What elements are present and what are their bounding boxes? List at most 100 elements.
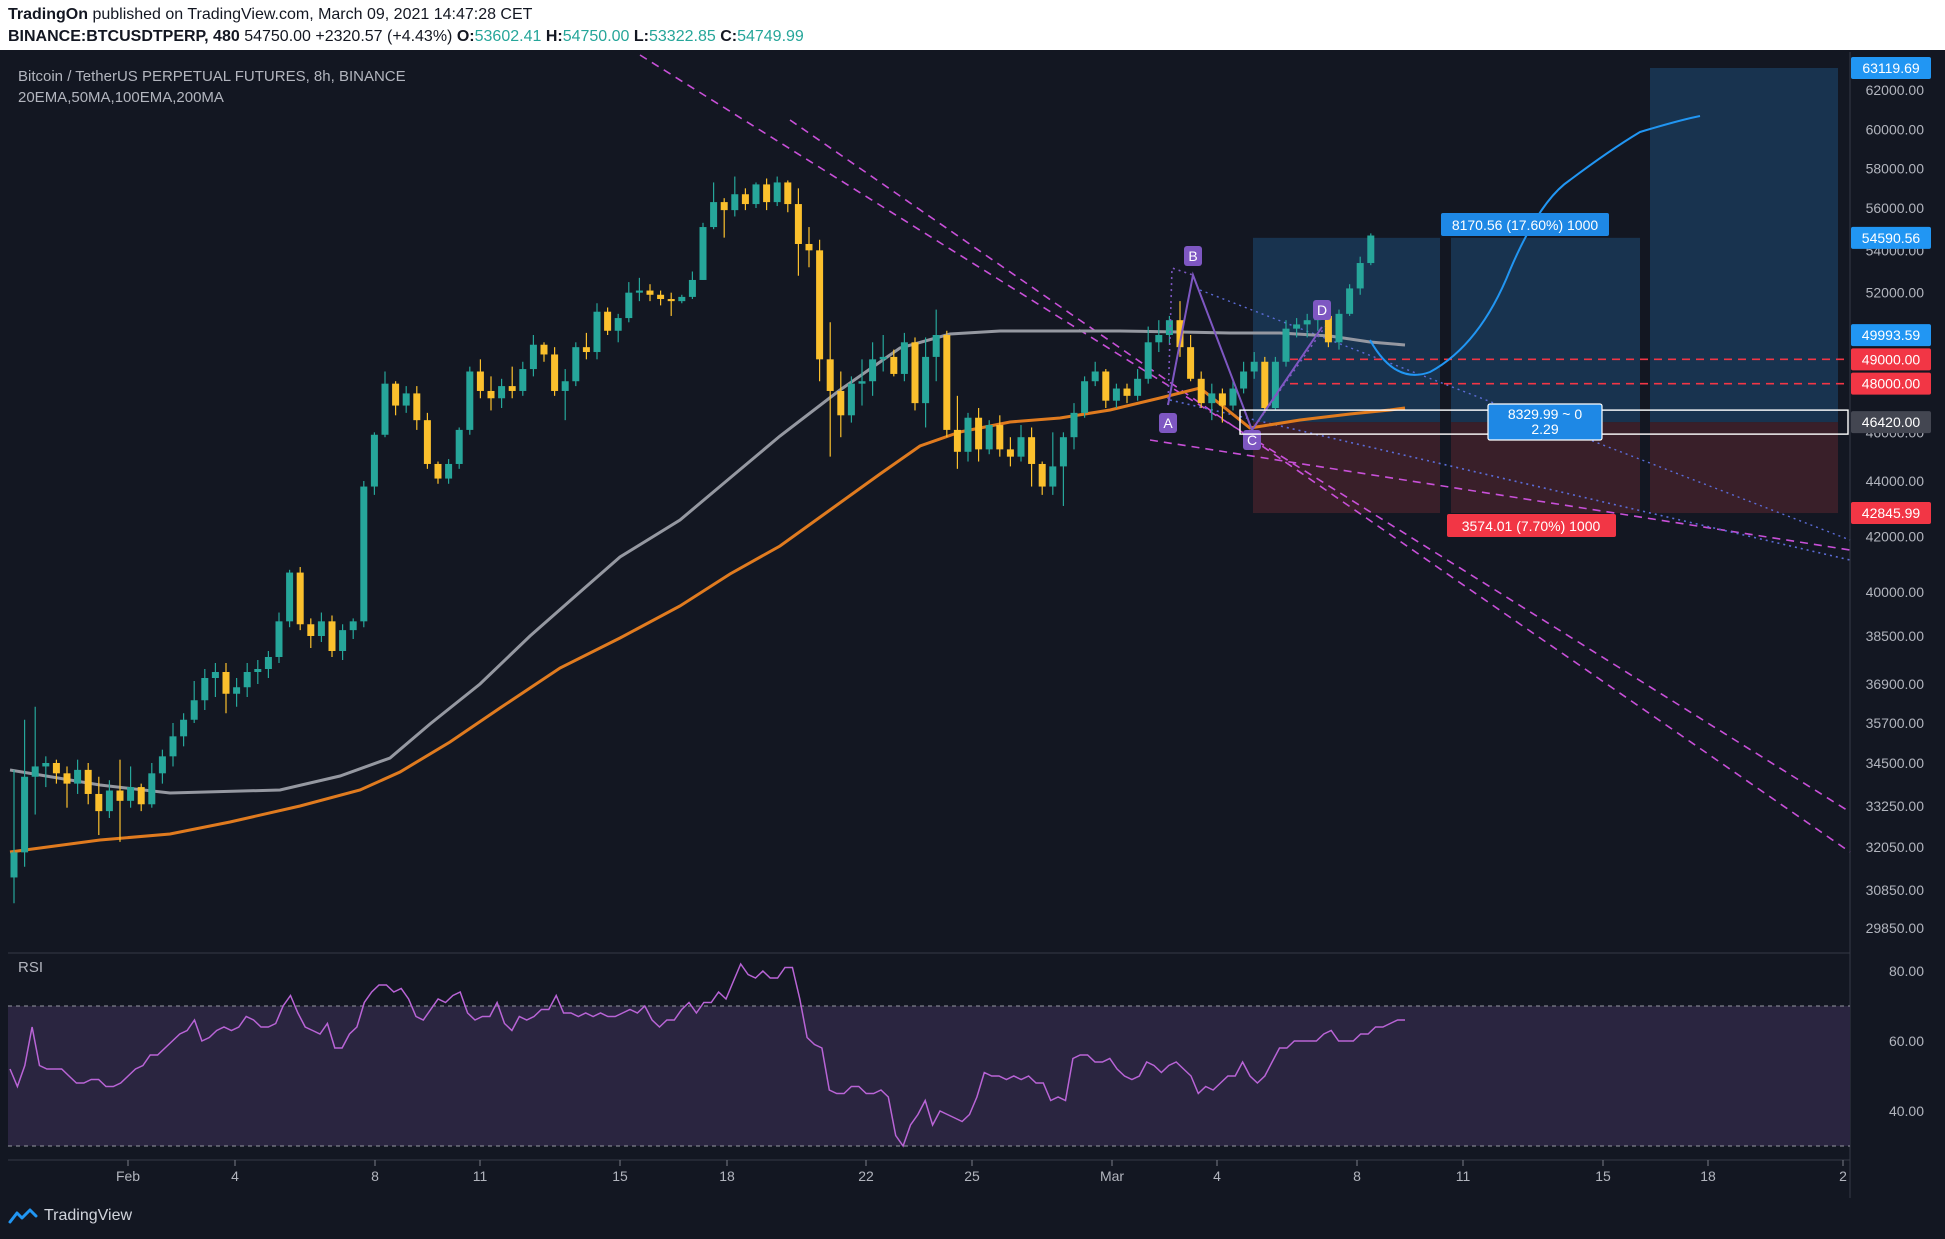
candle-body xyxy=(328,621,336,651)
candle-body xyxy=(763,184,771,203)
price-badge-label: 48000.00 xyxy=(1862,376,1921,392)
ratio-value: 2.29 xyxy=(1531,421,1558,437)
high-label: H: xyxy=(545,28,563,45)
candle-body xyxy=(402,393,410,406)
quote-line: BINANCE:BTCUSDTPERP, 480 54750.00 +2320.… xyxy=(8,28,804,46)
price-badge xyxy=(1851,348,1931,371)
candle-body xyxy=(879,356,887,360)
price-tick-label: 44000.00 xyxy=(1866,473,1925,489)
pattern-point-marker xyxy=(1159,413,1177,433)
candle-body xyxy=(508,386,516,391)
candle-body xyxy=(370,434,378,487)
candle-body xyxy=(180,719,188,737)
candle-body xyxy=(1346,288,1354,314)
loss-label-bg xyxy=(1447,514,1616,537)
candle-body xyxy=(243,672,251,688)
candle-body xyxy=(339,630,347,651)
candle-body xyxy=(975,417,983,450)
candle-body xyxy=(222,672,230,694)
candle-body xyxy=(233,687,241,694)
candle-body xyxy=(1028,437,1036,464)
candle-body xyxy=(996,425,1004,450)
time-tick-label: 11 xyxy=(1456,1168,1471,1184)
candle-body xyxy=(10,852,18,878)
candle-body xyxy=(826,359,834,391)
candle-body xyxy=(317,621,325,636)
candle-body xyxy=(752,184,760,205)
candle-body xyxy=(63,773,71,784)
candle-body xyxy=(720,202,728,211)
price-tick-label: 40000.00 xyxy=(1866,584,1925,600)
profit-zone xyxy=(1650,67,1838,423)
price-badge-label: 46420.00 xyxy=(1862,414,1921,430)
candle-body xyxy=(794,204,802,244)
candle-body xyxy=(190,700,198,720)
candle-body xyxy=(201,678,209,701)
candle-body xyxy=(1155,335,1163,343)
price-tick-label: 56000.00 xyxy=(1866,200,1925,216)
candle-body xyxy=(625,292,633,319)
profit-label-bg xyxy=(1441,213,1609,236)
candle-body xyxy=(423,420,431,464)
candle-body xyxy=(1335,313,1343,343)
time-tick-label: 8 xyxy=(1353,1168,1361,1184)
candle-body xyxy=(593,311,601,353)
candle-body xyxy=(710,202,718,228)
candle-body xyxy=(413,393,421,421)
candle-body xyxy=(1165,320,1173,335)
candle-body xyxy=(42,763,50,767)
candle-body xyxy=(1271,361,1279,408)
candle-body xyxy=(169,736,177,757)
profit-label: 8170.56 (17.60%) 1000 xyxy=(1452,217,1599,233)
price-tick-label: 36900.00 xyxy=(1866,676,1925,692)
candle-body xyxy=(1229,388,1237,406)
author[interactable]: TradingOn xyxy=(8,6,88,23)
candle-body xyxy=(498,386,506,399)
candle-body xyxy=(657,294,665,300)
price-tick-label: 60000.00 xyxy=(1866,121,1925,137)
close-value: 54749.99 xyxy=(737,28,804,45)
candle-body xyxy=(95,793,103,812)
candle-body xyxy=(1144,342,1152,379)
candle-body xyxy=(286,572,294,622)
candle-body xyxy=(985,425,993,450)
price-badge xyxy=(1851,411,1931,434)
publish-line: TradingOn published on TradingView.com, … xyxy=(8,6,532,24)
price-tick-label: 33250.00 xyxy=(1866,798,1925,814)
candle-body xyxy=(275,621,283,657)
candle-body xyxy=(466,371,474,430)
chart-title: Bitcoin / TetherUS PERPETUAL FUTURES, 8h… xyxy=(18,68,406,85)
time-tick-label: 4 xyxy=(1213,1168,1221,1184)
candle-body xyxy=(964,417,972,452)
candle-body xyxy=(31,766,39,777)
time-tick-label: 25 xyxy=(964,1168,980,1184)
candle-body xyxy=(869,359,877,382)
candle-body xyxy=(1187,347,1195,379)
candle-body xyxy=(1006,449,1014,457)
candle-body xyxy=(582,347,590,353)
candle-body xyxy=(614,318,622,331)
price-tick-label: 42000.00 xyxy=(1866,529,1925,545)
candle-body xyxy=(1261,361,1269,408)
candle-body xyxy=(540,344,548,355)
pattern-point-marker xyxy=(1243,430,1261,450)
candle-body xyxy=(1123,388,1131,396)
tradingview-logo-icon xyxy=(8,1208,38,1224)
footer-brand[interactable]: TradingView xyxy=(8,1207,132,1225)
candle-body xyxy=(1324,315,1332,343)
candle-body xyxy=(434,463,442,479)
pattern-point-label: D xyxy=(1317,302,1327,318)
candle-body xyxy=(667,299,675,302)
price-badge-label: 54590.56 xyxy=(1862,230,1921,246)
price-tick-label: 35700.00 xyxy=(1866,715,1925,731)
profit-zone xyxy=(1253,237,1440,423)
candle-body xyxy=(1091,371,1099,382)
candle-body xyxy=(741,194,749,205)
indicator-list: 20EMA,50MA,100EMA,200MA xyxy=(18,89,224,106)
candle-body xyxy=(1112,388,1120,401)
candle-body xyxy=(678,296,686,302)
candle-body xyxy=(1049,466,1057,487)
abcd-pattern-line xyxy=(1167,271,1323,433)
candle-body xyxy=(773,182,781,203)
